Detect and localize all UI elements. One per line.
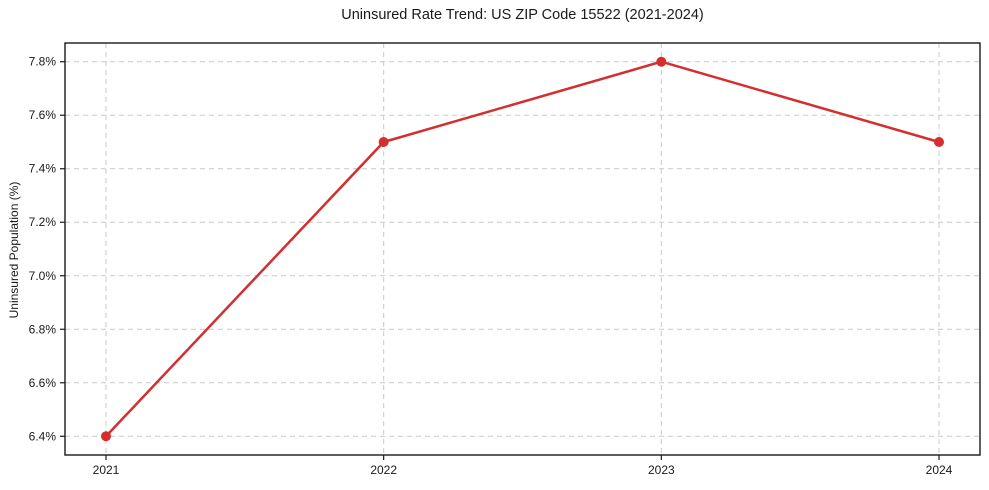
y-tick-label: 6.8% (29, 322, 57, 336)
data-point-marker (656, 56, 667, 67)
plot-border (64, 42, 981, 456)
chart-title: Uninsured Rate Trend: US ZIP Code 15522 … (341, 7, 704, 23)
x-tick-label: 2024 (926, 463, 953, 477)
y-tick-label: 7.2% (29, 215, 57, 229)
y-axis-title: Uninsured Population (%) (7, 181, 21, 319)
y-tick-label: 7.8% (29, 55, 57, 69)
x-tick-label: 2022 (370, 463, 397, 477)
y-tick-label: 7.4% (29, 162, 57, 176)
y-tick-label: 6.4% (29, 429, 57, 443)
x-tick-label: 2021 (93, 463, 120, 477)
x-tick-label: 2023 (648, 463, 675, 477)
data-point-marker (934, 136, 944, 147)
data-point-marker (101, 431, 111, 442)
y-tick-label: 6.6% (29, 376, 57, 390)
data-point-marker (378, 136, 389, 147)
trend-line (104, 60, 941, 438)
y-tick-label: 7.0% (29, 269, 57, 283)
y-tick-label: 7.6% (29, 108, 57, 122)
